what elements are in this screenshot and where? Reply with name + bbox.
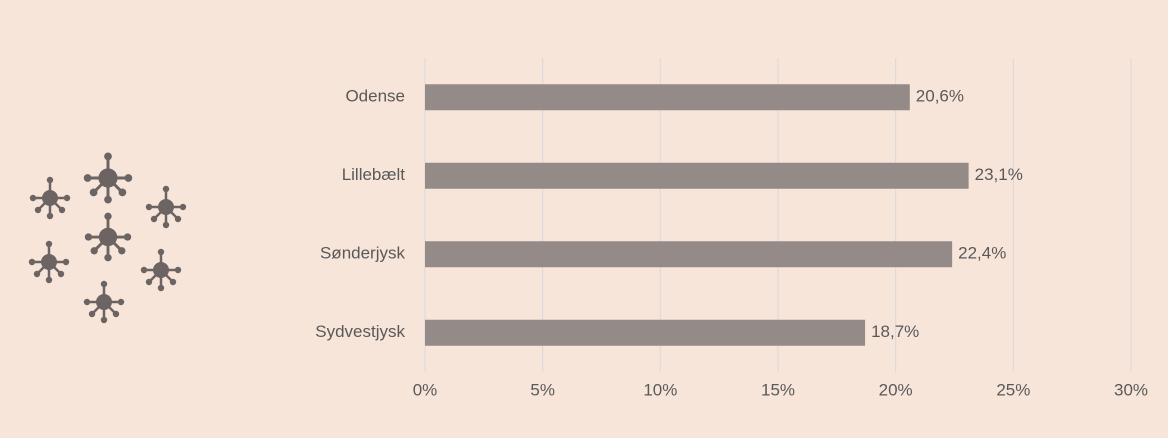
x-tick-label: 25% xyxy=(996,380,1030,399)
plot-area: 0% 5% 10% 15% 20% 25% 30% Odense 20,6% Lillebælt 2… xyxy=(315,58,1148,399)
value-label: 23,1% xyxy=(975,165,1023,184)
value-label: 22,4% xyxy=(958,244,1006,263)
x-tick-label: 10% xyxy=(643,380,677,399)
y-tick-label: Lillebælt xyxy=(342,165,406,184)
bar xyxy=(425,162,969,189)
molecule-icon xyxy=(27,151,188,325)
x-tick-label: 20% xyxy=(879,380,913,399)
y-tick-label: Sønderjysk xyxy=(320,244,406,263)
value-label: 20,6% xyxy=(916,87,964,106)
x-tick-label: 5% xyxy=(530,380,555,399)
x-tick-label: 30% xyxy=(1114,380,1148,399)
bar xyxy=(425,319,866,346)
bar xyxy=(425,84,910,111)
y-tick-label: Odense xyxy=(345,87,405,106)
value-label: 18,7% xyxy=(871,322,919,341)
x-tick-label: 0% xyxy=(413,380,438,399)
y-tick-label: Sydvestjysk xyxy=(315,322,405,341)
x-tick-label: 15% xyxy=(761,380,795,399)
bar xyxy=(425,241,953,268)
